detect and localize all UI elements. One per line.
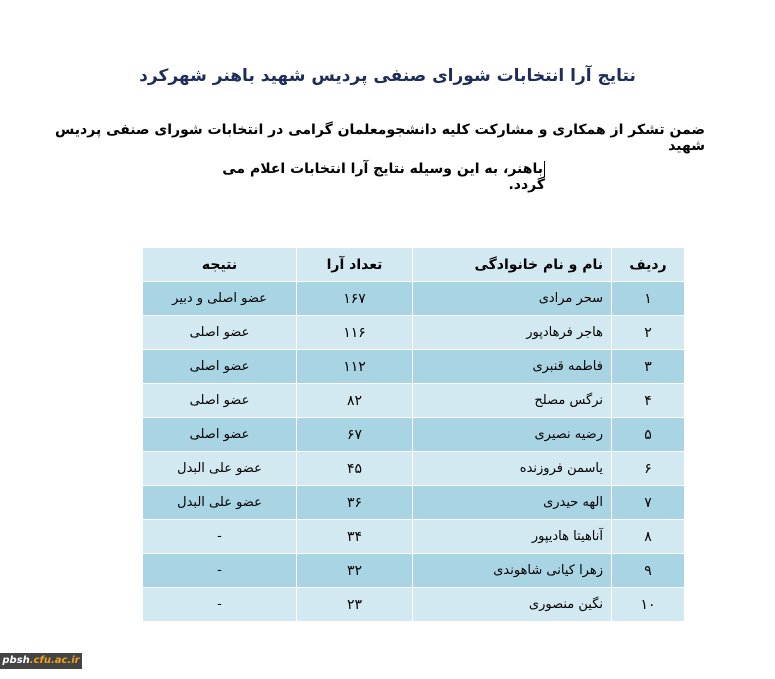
intro-text-line-2: باهنر، به این وسیله نتایج آرا انتخابات ا… (222, 161, 545, 193)
candidate-name: زهرا کیانی شاهوندی (412, 553, 612, 588)
result: عضو اصلی (142, 383, 297, 418)
vote-count: ۸۲ (296, 383, 413, 418)
row-number: ۱ (611, 281, 685, 316)
table-row: ۹ زهرا کیانی شاهوندی ۳۲- (142, 553, 685, 588)
result: عضو اصلی (142, 315, 297, 350)
result: عضو علی البدل (142, 451, 297, 486)
result: - (142, 519, 297, 554)
table-row: ۶ یاسمن فروزنده ۴۵ عضو علی البدل (142, 451, 685, 486)
watermark-logo: pbsh.cfu.ac.ir (0, 653, 82, 669)
result: عضو اصلی و دبیر (142, 281, 297, 316)
candidate-name: سحر مرادی (412, 281, 612, 316)
table-row: ۳ فاطمه قنبری ۱۱۲ عضو اصلی (142, 349, 685, 384)
row-number: ۹ (611, 553, 685, 588)
candidate-name: یاسمن فروزنده (412, 451, 612, 486)
candidate-name: نرگس مصلح (412, 383, 612, 418)
header-row-number: ردیف (611, 247, 685, 282)
table-row: ۴ نرگس مصلح ۸۲ عضو اصلی (142, 383, 685, 418)
result: - (142, 553, 297, 588)
vote-count: ۱۶۷ (296, 281, 413, 316)
header-name: نام و نام خانوادگی (412, 247, 612, 282)
vote-count: ۳۲ (296, 553, 413, 588)
result: عضو اصلی (142, 417, 297, 452)
watermark-text: pbsh (2, 655, 30, 666)
row-number: ۴ (611, 383, 685, 418)
result: - (142, 587, 297, 622)
result: عضو علی البدل (142, 485, 297, 520)
page-title: نتایج آرا انتخابات شورای صنفی پردیس شهید… (139, 66, 636, 86)
watermark-domain: .cfu.ac.ir (29, 655, 80, 666)
table-row: ۸ آناهیتا هادیپور ۳۴- (142, 519, 685, 554)
candidate-name: نگین منصوری (412, 587, 612, 622)
vote-count: ۴۵ (296, 451, 413, 486)
candidate-name: هاجر فرهادپور (412, 315, 612, 350)
vote-count: ۲۳ (296, 587, 413, 622)
row-number: ۵ (611, 417, 685, 452)
result: عضو اصلی (142, 349, 297, 384)
table-row: ۱۰ نگین منصوری ۲۳- (142, 587, 685, 622)
row-number: ۷ (611, 485, 685, 520)
table-row: ۲ هاجر فرهادپور ۱۱۶ عضو اصلی (142, 315, 685, 350)
candidate-name: الهه حیدری (412, 485, 612, 520)
intro-text-line-2-container: باهنر، به این وسیله نتایج آرا انتخابات ا… (200, 161, 545, 193)
vote-count: ۳۶ (296, 485, 413, 520)
row-number: ۱۰ (611, 587, 685, 622)
table-row: ۱ سحر مرادی ۱۶۷ عضو اصلی و دبیر (142, 281, 685, 316)
candidate-name: فاطمه قنبری (412, 349, 612, 384)
row-number: ۳ (611, 349, 685, 384)
vote-count: ۶۷ (296, 417, 413, 452)
table-row: ۷ الهه حیدری ۳۶ عضو علی البدل (142, 485, 685, 520)
table-row: ۵ رضیه نصیری ۶۷ عضو اصلی (142, 417, 685, 452)
vote-count: ۱۱۶ (296, 315, 413, 350)
header-result: نتیجه (142, 247, 297, 282)
header-votes: تعداد آرا (296, 247, 413, 282)
row-number: ۲ (611, 315, 685, 350)
table-header-row: ردیف نام و نام خانوادگی تعداد آرا نتیجه (142, 247, 685, 282)
row-number: ۶ (611, 451, 685, 486)
candidate-name: آناهیتا هادیپور (412, 519, 612, 554)
candidate-name: رضیه نصیری (412, 417, 612, 452)
row-number: ۸ (611, 519, 685, 554)
results-table: ردیف نام و نام خانوادگی تعداد آرا نتیجه … (142, 247, 685, 622)
vote-count: ۱۱۲ (296, 349, 413, 384)
vote-count: ۳۴ (296, 519, 413, 554)
intro-text-line-1: ضمن تشکر از همکاری و مشارکت کلیه دانشجوم… (55, 122, 705, 154)
